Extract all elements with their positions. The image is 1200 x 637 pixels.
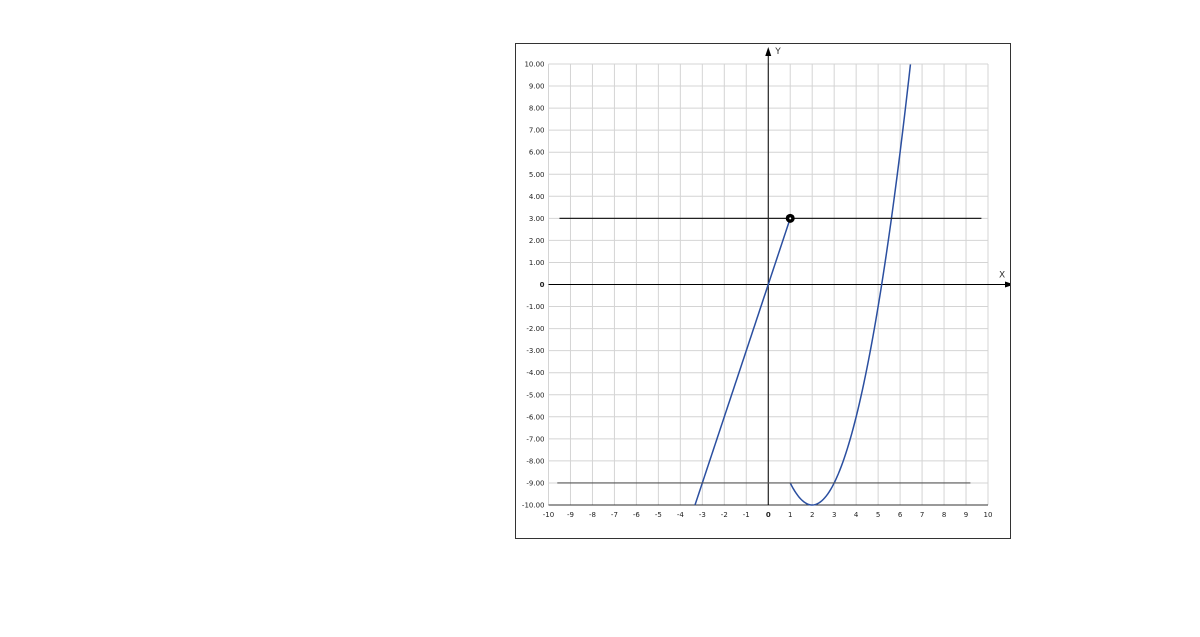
x-tick-label: -5 [655,511,662,519]
x-tick-label: -1 [743,511,750,519]
x-tick-label: -10 [543,511,554,519]
parabola-series [789,64,912,506]
x-tick-label: -8 [589,511,596,519]
x-tick-label: 0 [766,511,771,519]
x-tick-label: -7 [611,511,618,519]
x-tick-label: -3 [699,511,706,519]
x-tick-label: 6 [898,511,903,519]
y-tick-label: -5.00 [526,391,544,399]
x-tick-label: 8 [942,511,946,519]
y-axis-label: Y [774,47,781,57]
x-tick-label: 7 [920,511,924,519]
y-tick-label: -9.00 [526,479,544,487]
y-tick-label: 8.00 [529,105,545,113]
x-tick-label: 2 [810,511,814,519]
x-tick-label: 9 [964,511,968,519]
x-tick-label: 4 [854,511,859,519]
x-tick-label: 5 [876,511,880,519]
data-point-center [789,217,792,220]
y-tick-label: -2.00 [526,325,544,333]
y-tick-label: 4.00 [529,193,545,201]
y-tick-label: 10.00 [524,61,544,69]
y-tick-label: -10.00 [522,502,545,510]
x-tick-label: 10 [984,511,993,519]
y-tick-label: 2.00 [529,237,545,245]
y-tick-label: -3.00 [526,347,544,355]
x-axis-arrow-icon [1005,281,1010,288]
x-tick-label: -4 [677,511,685,519]
y-tick-label: -8.00 [526,457,544,465]
y-tick-label: -6.00 [526,413,544,421]
x-tick-label: 1 [788,511,792,519]
y-tick-label: 7.00 [529,127,545,135]
x-tick-label: -9 [567,511,574,519]
graph-frame: X Y -10 -9 -8 -7 -6 -5 -4 -3 -2 -1 0 1 2 3 4 5 6 7 8 9 10 10.00… [515,43,1011,539]
y-axis-arrow-icon [765,47,772,56]
y-tick-label: -7.00 [526,435,544,443]
y-tick-label: 5.00 [529,171,545,179]
y-tick-label: 1.00 [529,259,545,267]
linear-function-series [694,218,791,506]
y-tick-label: 9.00 [529,83,545,91]
y-tick-label: -1.00 [526,303,544,311]
y-tick-label: -4.00 [526,369,544,377]
x-tick-label: -6 [633,511,641,519]
x-axis-label: X [999,271,1005,281]
y-tick-label: 6.00 [529,149,545,157]
y-tick-label: 0 [540,281,545,289]
function-plot: XY-10 -9 -8 -7 -6 -5 -4 -3 -2 -1 0 1 2 3 4 5 6 7 8 9 1010.00… [522,47,1010,519]
x-tick-label: 3 [832,511,836,519]
y-tick-label: 3.00 [529,215,545,223]
x-tick-label: -2 [721,511,728,519]
